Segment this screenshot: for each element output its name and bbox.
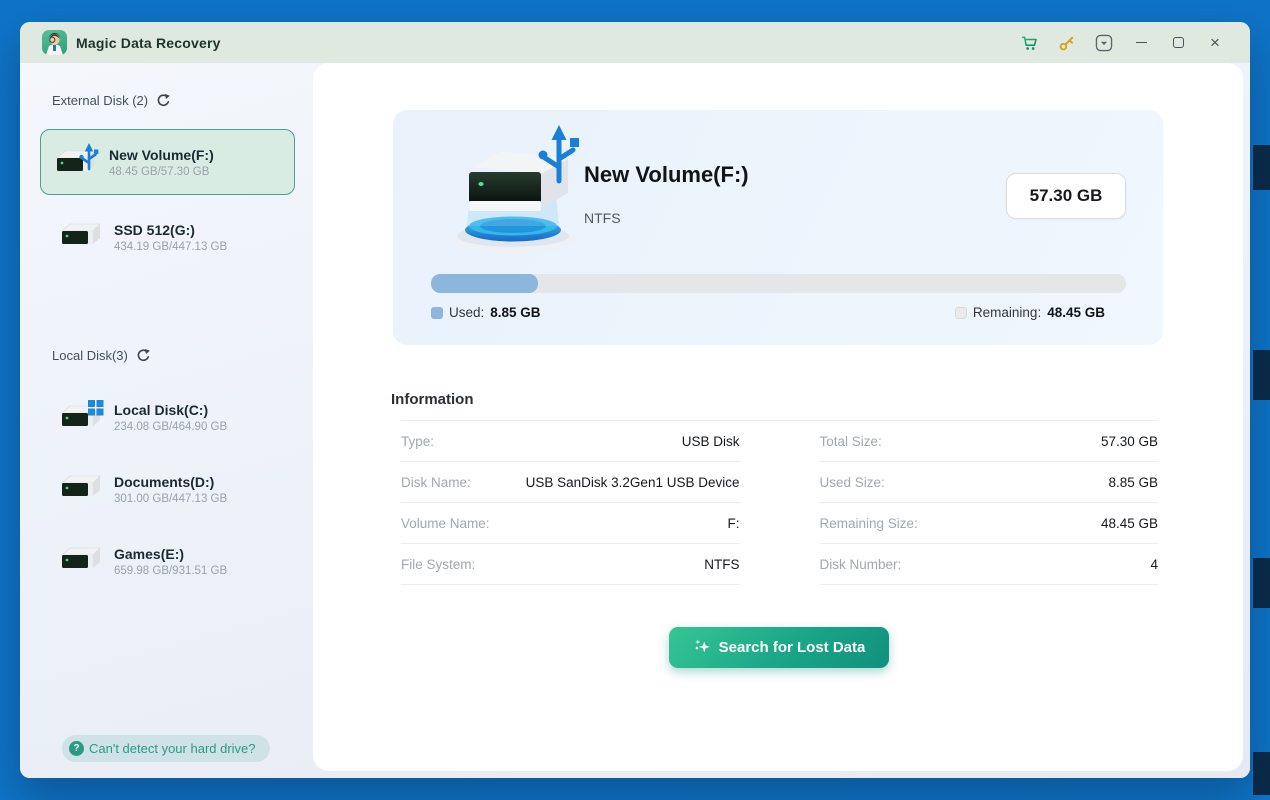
sidebar-item-new-volume-f[interactable]: New Volume(F:) 48.45 GB/57.30 GB [40, 129, 295, 195]
information-section-title: Information [391, 391, 474, 408]
hdd-icon [57, 220, 107, 255]
info-row-used-size: Used Size: 8.85 GB [819, 462, 1158, 503]
cart-icon[interactable] [1020, 33, 1040, 53]
drive-capacity: 48.45 GB/57.30 GB [109, 165, 210, 178]
refresh-icon[interactable] [156, 93, 171, 108]
remaining-swatch-icon [954, 306, 967, 319]
volume-name-heading: New Volume(F:) [584, 162, 749, 187]
info-row-file-system: File System: NTFS [401, 544, 740, 585]
external-disk-section-label: External Disk (2) [52, 93, 171, 108]
info-row-total-size: Total Size: 57.30 GB [819, 421, 1158, 462]
sidebar-item-games-e[interactable]: Games(E:) 659.98 GB/931.51 GB [40, 535, 295, 587]
titlebar: Magic Data Recovery [20, 22, 1250, 63]
info-row-disk-name: Disk Name: USB SanDisk 3.2Gen1 USB Devic… [401, 462, 740, 503]
sidebar-item-local-disk-c[interactable]: Local Disk(C:) 234.08 GB/464.90 GB [40, 391, 295, 443]
sidebar: External Disk (2) [20, 63, 313, 778]
drive-name: New Volume(F:) [109, 146, 214, 163]
file-system-label: NTFS [584, 210, 621, 226]
total-size-badge: 57.30 GB [1006, 173, 1126, 219]
local-disk-section-label: Local Disk(3) [52, 348, 151, 363]
minimize-button[interactable] [1131, 33, 1151, 53]
desktop-artifact [1253, 350, 1270, 400]
information-table: Type: USB Disk Total Size: 57.30 GB Disk… [401, 420, 1158, 585]
close-button[interactable]: × [1210, 33, 1220, 52]
desktop-artifact [1253, 752, 1270, 795]
windows-drive-icon [57, 398, 107, 437]
dropdown-icon[interactable] [1094, 33, 1114, 53]
drive-name: Local Disk(C:) [114, 401, 209, 418]
usb-drive-icon [52, 142, 102, 183]
window-content: External Disk (2) [20, 63, 1250, 778]
remaining-value: 48.45 GB [1047, 305, 1105, 320]
remaining-legend: Remaining: 48.45 GB [954, 305, 1105, 320]
desktop-artifact [1253, 558, 1270, 608]
drive-capacity: 659.98 GB/931.51 GB [114, 564, 228, 577]
used-value: 8.85 GB [490, 305, 541, 320]
question-icon: ? [69, 741, 84, 756]
sparkles-icon [693, 637, 711, 659]
info-row-type: Type: USB Disk [401, 421, 740, 462]
drive-capacity: 234.08 GB/464.90 GB [114, 420, 228, 433]
sidebar-item-ssd-512-g[interactable]: SSD 512(G:) 434.19 GB/447.13 GB [40, 211, 295, 263]
cant-detect-drive-link[interactable]: ? Can't detect your hard drive? [62, 735, 270, 762]
refresh-icon[interactable] [136, 348, 151, 363]
desktop-artifact [1253, 145, 1270, 190]
capacity-progress-fill [431, 274, 539, 293]
search-for-lost-data-button[interactable]: Search for Lost Data [669, 627, 889, 668]
info-row-remaining-size: Remaining Size: 48.45 GB [819, 503, 1158, 544]
drive-capacity: 301.00 GB/447.13 GB [114, 492, 228, 505]
hdd-icon [57, 544, 107, 579]
key-icon[interactable] [1057, 33, 1077, 53]
usb-drive-illustration-icon [440, 123, 590, 263]
main-panel: New Volume(F:) NTFS 57.30 GB Used: 8.85 … [313, 63, 1243, 771]
used-swatch-icon [431, 306, 443, 319]
maximize-button[interactable] [1168, 33, 1188, 53]
drive-capacity: 434.19 GB/447.13 GB [114, 240, 228, 253]
sidebar-item-documents-d[interactable]: Documents(D:) 301.00 GB/447.13 GB [40, 463, 295, 515]
hdd-icon [57, 472, 107, 507]
capacity-progress-bar [431, 274, 1126, 293]
info-row-disk-number: Disk Number: 4 [819, 544, 1158, 585]
app-window: Magic Data Recovery [20, 22, 1250, 778]
drive-name: Games(E:) [114, 545, 185, 562]
drive-name: SSD 512(G:) [114, 221, 195, 238]
app-title: Magic Data Recovery [76, 34, 221, 51]
app-logo-icon [42, 30, 67, 55]
drive-summary-card: New Volume(F:) NTFS 57.30 GB Used: 8.85 … [393, 110, 1163, 345]
info-row-volume-name: Volume Name: F: [401, 503, 740, 544]
drive-name: Documents(D:) [114, 473, 215, 490]
used-legend: Used: 8.85 GB [431, 305, 541, 320]
